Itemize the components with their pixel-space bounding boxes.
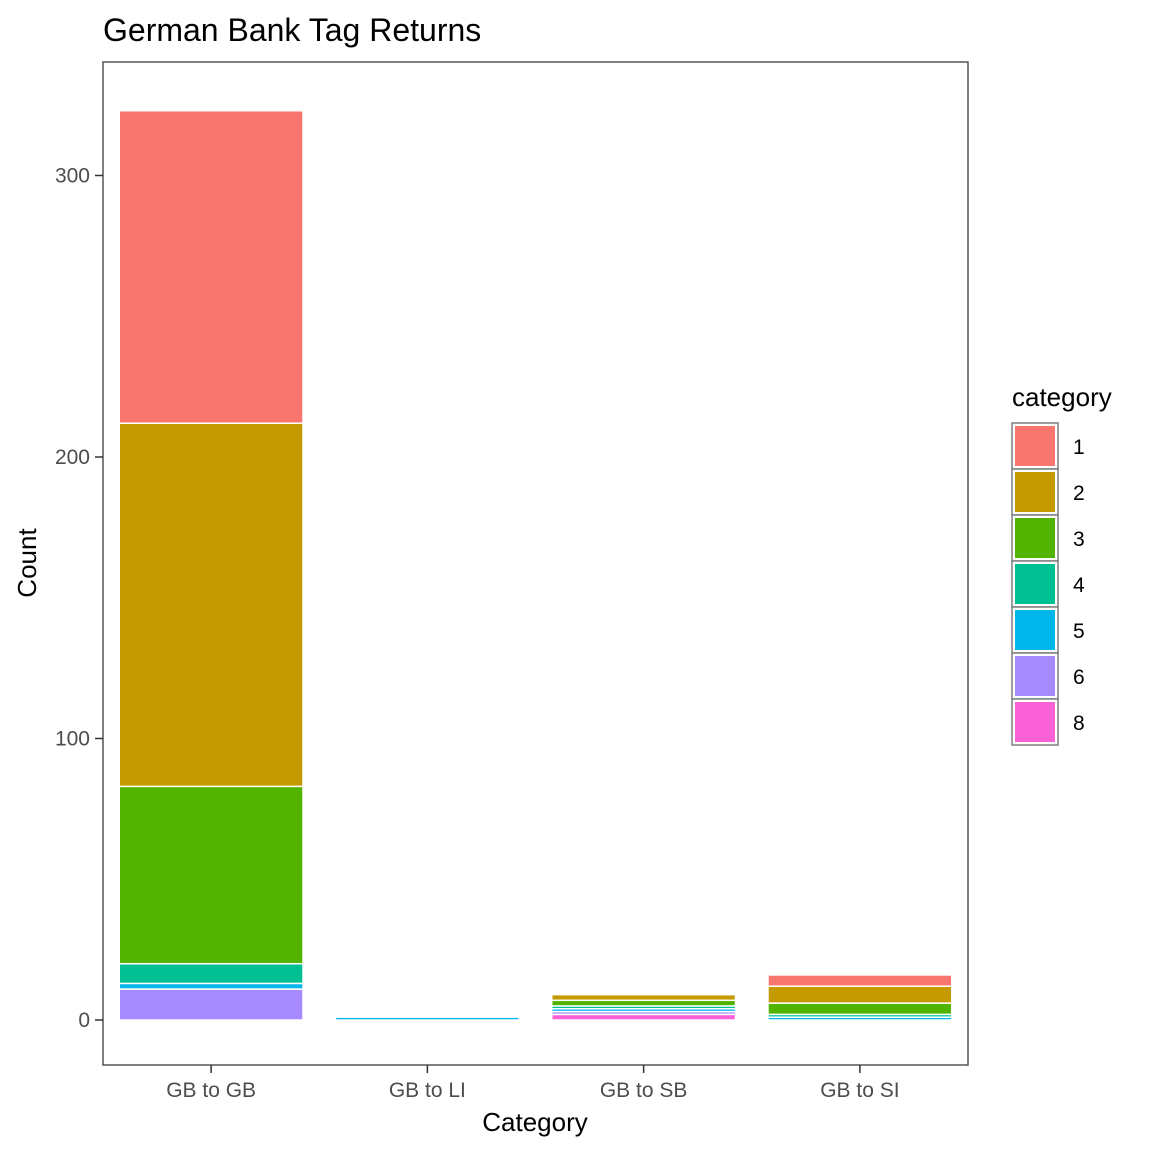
legend-label-2: 2 (1073, 482, 1085, 505)
x-tick-label: GB to LI (389, 1079, 466, 1102)
legend-label-4: 4 (1073, 574, 1085, 597)
bars-layer (118, 110, 953, 1021)
bar-segment-gb-to-li-cat-5 (334, 1016, 521, 1021)
y-axis: 0 100 200 300 (55, 165, 103, 1032)
legend-label-1: 1 (1073, 436, 1085, 459)
legend: category 1 2 3 4 5 6 8 (1011, 382, 1112, 746)
y-tick-label: 100 (55, 728, 90, 751)
legend-swatch-4 (1015, 564, 1055, 604)
legend-swatch-5 (1015, 610, 1055, 650)
legend-swatch-6 (1015, 656, 1055, 696)
bar-segment-gb-to-si-cat-3 (767, 1002, 953, 1016)
bar-segment-gb-to-sb-cat-3 (550, 999, 737, 1007)
bar-segment-gb-to-si-cat-1 (767, 974, 953, 987)
legend-swatch-2 (1015, 472, 1055, 512)
x-axis-title: Category (482, 1107, 588, 1137)
x-tick-label: GB to SB (600, 1079, 688, 1102)
bar-segment-gb-to-sb-cat-2 (550, 993, 737, 1002)
legend-label-8: 8 (1073, 712, 1085, 735)
bar-segment-gb-to-gb-cat-2 (118, 422, 304, 788)
bar-segment-gb-to-gb-cat-4 (118, 962, 304, 985)
legend-swatch-1 (1015, 426, 1055, 466)
bar-segment-gb-to-gb-cat-5 (118, 982, 304, 990)
x-tick-label: GB to GB (166, 1079, 256, 1102)
plot-panel-border (102, 61, 969, 1066)
bar-segment-gb-to-gb-cat-6 (118, 988, 304, 1021)
y-tick-label: 0 (78, 1009, 90, 1032)
legend-swatch-8 (1015, 702, 1055, 742)
legend-label-5: 5 (1073, 620, 1085, 643)
legend-title: category (1012, 382, 1112, 412)
bar-segment-gb-to-si-cat-2 (767, 985, 953, 1004)
chart-title: German Bank Tag Returns (103, 12, 481, 48)
y-tick-label: 300 (55, 165, 90, 188)
legend-label-6: 6 (1073, 666, 1085, 689)
x-tick-label: GB to SI (820, 1079, 899, 1102)
bar-segment-gb-to-sb-cat-8 (550, 1013, 737, 1021)
legend-swatch-3 (1015, 518, 1055, 558)
bar-segment-gb-to-gb-cat-3 (118, 785, 304, 965)
y-axis-title: Count (12, 528, 42, 598)
bar-segment-gb-to-gb-cat-1 (118, 110, 304, 424)
legend-label-3: 3 (1073, 528, 1085, 551)
y-tick-label: 200 (55, 446, 90, 469)
x-axis: GB to GB GB to LI GB to SB GB to SI (166, 1065, 900, 1102)
